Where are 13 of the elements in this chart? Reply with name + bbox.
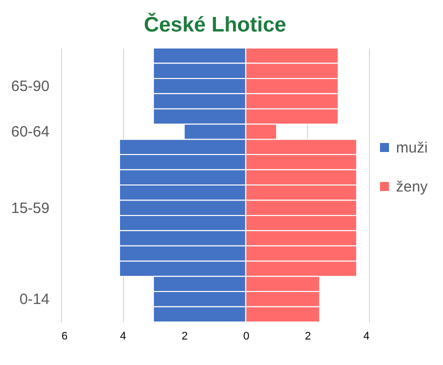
x-tick-label: 6 <box>62 330 68 342</box>
y-tick-label: 65-90 <box>11 78 50 96</box>
y-tick-label: 15-59 <box>11 200 50 217</box>
x-tick-label: 0 <box>243 330 250 342</box>
x-tick-label: 4 <box>363 330 370 342</box>
x-tick-label: 2 <box>304 330 311 342</box>
x-tick-label: 4 <box>120 330 126 342</box>
y-tick-label: 60-64 <box>11 124 50 141</box>
legend-label: ženy <box>396 178 428 196</box>
x-tick-label: 2 <box>182 330 188 342</box>
y-tick-label: 0-14 <box>19 291 50 308</box>
legend-label: muži <box>396 140 428 156</box>
chart-title: České Lhotice <box>144 12 286 36</box>
